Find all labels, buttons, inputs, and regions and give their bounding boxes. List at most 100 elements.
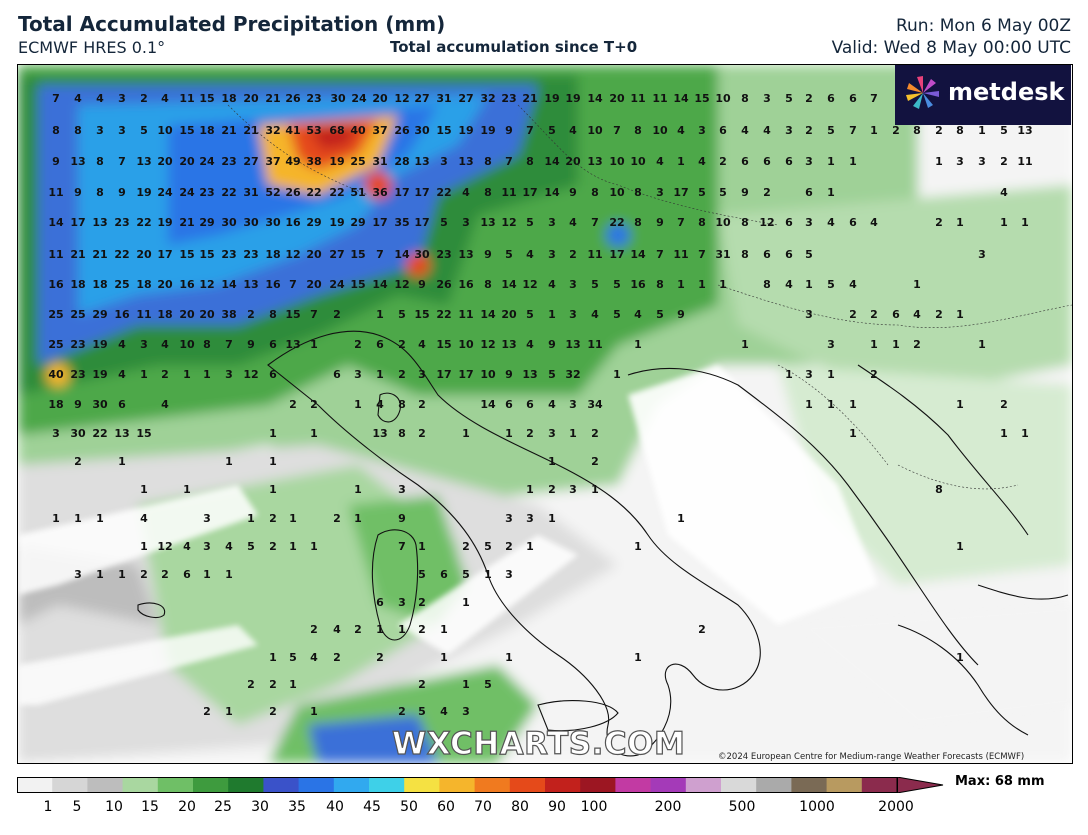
precip-value-label: 3	[805, 308, 813, 321]
scale-tick-label: 1000	[799, 799, 835, 815]
precip-value-label: 1	[440, 651, 448, 664]
precip-value-label: 2	[354, 338, 362, 351]
precip-value-label: 4	[591, 308, 599, 321]
dry-areas	[18, 365, 1072, 725]
precip-value-label: 5	[785, 92, 793, 105]
precip-value-label: 4	[526, 338, 534, 351]
precip-value-label: 1	[1021, 427, 1029, 440]
precip-value-label: 8	[763, 278, 771, 291]
precip-value-label: 3	[526, 512, 534, 525]
precip-value-label: 2	[74, 455, 82, 468]
precip-value-label: 3	[805, 216, 813, 229]
precip-value-label: 12	[285, 248, 300, 261]
scale-cell	[333, 777, 370, 793]
precip-value-label: 3	[978, 248, 986, 261]
precip-value-label: 5	[827, 278, 835, 291]
precip-value-label: 5	[140, 124, 148, 137]
precip-value-label: 8	[398, 427, 406, 440]
precip-value-label: 13	[1017, 124, 1032, 137]
precip-value-label: 5	[247, 540, 255, 553]
precip-value-label: 6	[183, 568, 191, 581]
precip-value-label: 3	[354, 368, 362, 381]
precip-value-label: 1	[956, 308, 964, 321]
precip-value-label: 1	[1021, 216, 1029, 229]
precip-value-label: 13	[285, 338, 300, 351]
precip-value-label: 15	[694, 92, 709, 105]
precip-value-label: 8	[634, 216, 642, 229]
scale-cell	[826, 777, 863, 793]
precip-value-label: 2	[269, 705, 277, 718]
precip-value-label: 8	[52, 124, 60, 137]
precip-value-label: 6	[719, 124, 727, 137]
precip-value-label: 11	[136, 308, 151, 321]
precip-value-label: 25	[350, 155, 365, 168]
scale-tick-label: 60	[437, 799, 455, 815]
precip-value-label: 6	[440, 568, 448, 581]
precip-value-label: 18	[48, 398, 63, 411]
precip-value-label: 8	[96, 186, 104, 199]
precip-value-label: 4	[96, 92, 104, 105]
precip-value-label: 3	[225, 368, 233, 381]
copyright: ©2024 European Centre for Medium-range W…	[718, 752, 1025, 762]
precip-value-label: 1	[526, 540, 534, 553]
precip-value-label: 9	[677, 308, 685, 321]
precip-value-label: 2	[418, 678, 426, 691]
precip-value-label: 31	[715, 248, 730, 261]
precip-value-label: 20	[157, 155, 173, 168]
precip-value-label: 17	[436, 368, 451, 381]
precip-value-label: 4	[763, 124, 771, 137]
precip-value-label: 2	[333, 512, 341, 525]
precip-value-label: 8	[591, 186, 599, 199]
precip-value-label: 1	[548, 308, 556, 321]
precip-value-label: 26	[285, 92, 301, 105]
precip-value-label: 15	[199, 92, 214, 105]
precip-value-label: 3	[462, 705, 470, 718]
precip-value-label: 2	[569, 248, 577, 261]
precip-value-label: 2	[398, 368, 406, 381]
precip-value-label: 16	[285, 216, 301, 229]
precip-value-label: 2	[462, 540, 470, 553]
precip-value-label: 2	[763, 186, 771, 199]
precip-value-label: 6	[376, 596, 384, 609]
precip-value-label: 4	[118, 368, 126, 381]
precip-value-label: 2	[548, 483, 556, 496]
precip-value-label: 27	[414, 92, 429, 105]
precip-value-label: 6	[505, 398, 513, 411]
scale-cell	[298, 777, 335, 793]
precip-value-label: 19	[565, 92, 580, 105]
precip-value-label: 19	[329, 216, 344, 229]
precip-value-label: 14	[480, 308, 496, 321]
precip-value-label: 23	[306, 92, 321, 105]
precip-value-label: 1	[140, 368, 148, 381]
precip-value-label: 6	[763, 248, 771, 261]
precip-value-label: 2	[1000, 398, 1008, 411]
precip-value-label: 4	[698, 155, 706, 168]
precip-value-label: 1	[634, 338, 642, 351]
precip-value-label: 30	[70, 427, 86, 440]
precip-value-label: 1	[354, 398, 362, 411]
precip-value-label: 15	[179, 248, 194, 261]
precip-value-label: 1	[310, 540, 318, 553]
precipitation-map[interactable]: 7 4 4 3 2 4 11 15 18 20 21 26 23 30 24 20 12 27 31 27 32 23 21…	[17, 64, 1073, 764]
run-time: Run: Mon 6 May 00Z	[895, 16, 1071, 36]
precip-value-label: 3	[956, 155, 964, 168]
precip-value-label: 1	[462, 678, 470, 691]
precip-value-label: 22	[92, 427, 107, 440]
precip-value-label: 51	[350, 186, 365, 199]
precip-value-label: 23	[221, 155, 236, 168]
precip-value-label: 13	[92, 216, 107, 229]
precip-value-label: 4	[183, 540, 191, 553]
precip-value-label: 2	[140, 568, 148, 581]
precip-value-label: 1	[269, 455, 277, 468]
precip-value-label: 5	[613, 278, 621, 291]
scale-cell	[439, 777, 476, 793]
precip-value-label: 1	[289, 540, 297, 553]
scale-cell	[228, 777, 264, 793]
precip-value-label: 17	[414, 216, 429, 229]
precip-value-label: 1	[376, 623, 384, 636]
precip-value-label: 8	[96, 155, 104, 168]
precip-value-label: 11	[587, 248, 602, 261]
precip-value-label: 3	[548, 427, 556, 440]
precip-value-label: 8	[698, 216, 706, 229]
precip-value-label: 13	[501, 338, 516, 351]
